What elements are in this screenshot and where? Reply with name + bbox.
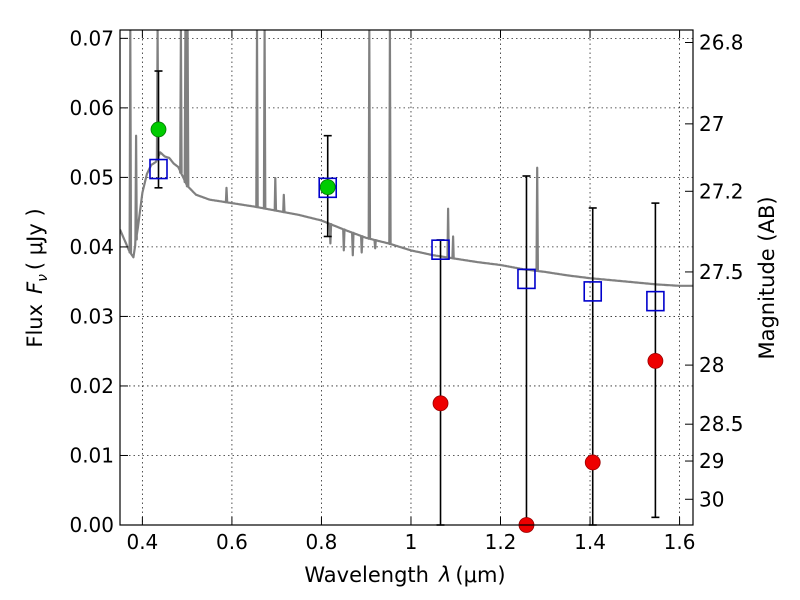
x-tick-label: 0.6 [216,530,248,554]
detection-point [319,179,336,196]
axis-ticks: 0.4 0.6 0.8 1 1.2 1.4 1.6 0.00 0.01 0.02 0.03 0.04 0… [69,26,743,554]
x-tick-label: 0.8 [306,530,338,554]
y2-tick-label: 27.2 [699,179,744,203]
model-point [431,239,450,260]
model-points [149,158,665,312]
plot-frame [119,29,694,526]
y-tick-label: 0.02 [69,374,114,398]
sed-spectrum [120,30,693,287]
upper-limit-point [647,353,664,369]
upper-limit-point [432,395,449,412]
y-tick-label: 0.01 [69,443,114,467]
x-tick-label: 0.4 [126,530,158,554]
y2-axis-label: Magnitude (AB) [755,196,779,359]
y2-tick-label: 28 [699,353,724,377]
upper-limit-points [432,353,664,533]
y-tick-label: 0.07 [69,26,114,50]
x-tick-label: 1.6 [664,530,696,554]
y2-tick-label: 29 [699,449,724,473]
grid [120,30,693,526]
y2-tick-label: 28.5 [699,412,744,436]
model-point [646,290,665,312]
y-tick-label: 0.04 [69,235,114,259]
y-tick-label: 0.06 [69,96,114,120]
y-tick-label: 0.05 [69,165,114,189]
detection-point [150,121,167,138]
x-tick-label: 1.2 [485,530,517,554]
y-tick-label: 0.03 [69,304,114,328]
x-tick-label: 1.4 [574,530,606,554]
y2-tick-label: 30 [699,487,724,511]
upper-limit-point [584,454,601,471]
model-point [583,281,603,302]
model-point [149,158,168,180]
y2-tick-label: 27.5 [699,260,744,284]
x-axis-label: Wavelength λ (μm) [304,563,505,587]
x-tick-label: 1 [405,530,418,554]
y2-tick-label: 27 [699,112,724,136]
model-point [517,268,536,290]
detection-points [150,121,336,196]
y-axis-label: FluxFν( μJy ) [23,208,51,347]
model-point [318,177,338,199]
y2-tick-label: 26.8 [699,31,744,55]
sed-line [120,30,693,287]
y-tick-label: 0.00 [69,513,114,537]
